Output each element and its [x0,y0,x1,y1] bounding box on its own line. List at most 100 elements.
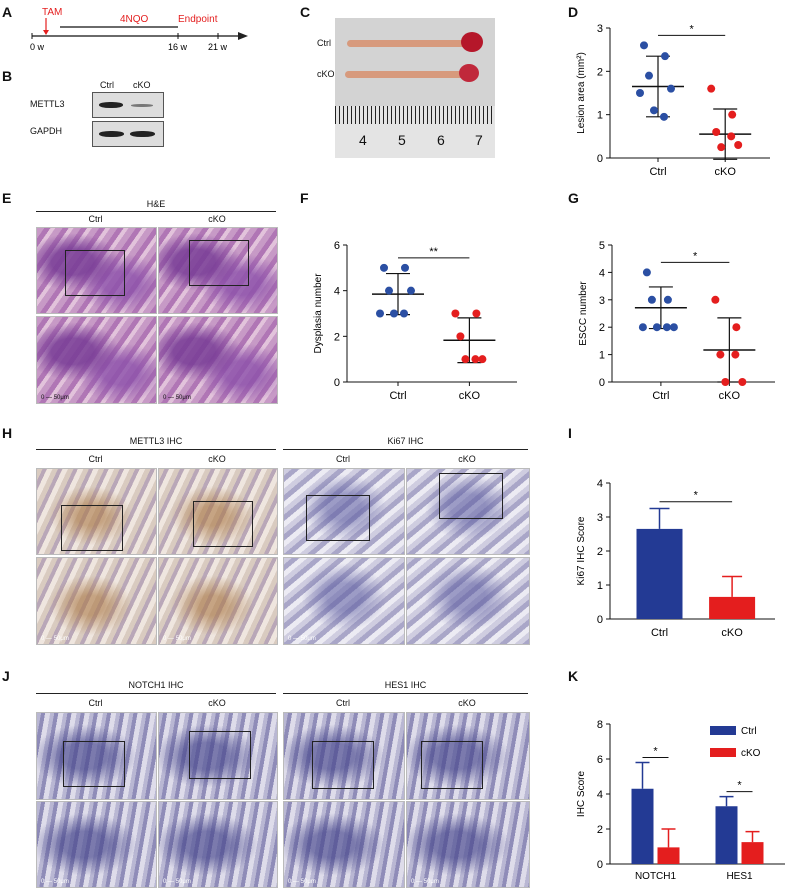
y-tick-label: 2 [597,66,603,78]
t0-label: 0 w [30,42,45,52]
data-point [734,141,743,149]
y-tick-label: 1 [597,110,603,122]
notch1-ctrl-low [36,712,157,800]
ruler: 4 5 6 7 [335,106,495,158]
data-point [647,295,656,304]
data-point [471,355,480,364]
significance-mark: * [694,490,699,502]
y-tick-label: 2 [334,331,340,343]
panel-label-c: C [300,4,311,20]
tam-arrowhead [43,30,49,35]
y-tick-label: 0 [597,859,603,871]
data-point [472,309,481,318]
scale-bar: 0 — 50μm [41,879,69,885]
data-point [478,355,487,364]
y-tick-label: 4 [597,478,603,490]
data-point [662,323,671,332]
x-tick-label: Ctrl [651,627,668,639]
ki67-ctrl-low [283,468,405,555]
data-point [642,268,651,277]
bar [709,596,756,619]
mettl3-cko-low [158,468,278,555]
ruler-ticks [335,106,495,124]
blot-ctrl-label: Ctrl [100,80,114,90]
data-point [663,295,672,304]
y-tick-label: 0 [599,377,605,389]
legend-swatch [710,748,736,757]
panel-label-i: I [568,425,572,441]
he-ctrl-label: Ctrl [88,214,103,224]
data-point [376,309,384,318]
inset-box [421,741,483,789]
panel-label-d: D [568,4,579,20]
data-point [640,41,648,50]
data-point [660,112,668,121]
ki67-cko-low [406,468,530,555]
mettl3-ctrl-low [36,468,157,555]
panel-label-g: G [568,190,579,206]
data-point [667,84,675,93]
band-gapdh-cko [130,131,155,137]
scale-bar: 0 — 50μm [411,879,439,885]
panel-label-f: F [300,190,309,206]
y-tick-label: 3 [599,295,605,307]
ruler-6: 6 [437,132,445,148]
notch1-cko-low [158,712,278,800]
inset-box [306,495,370,541]
data-point [380,263,388,272]
band-mettl3-ctrl [99,102,123,108]
data-point [732,323,741,332]
data-point [728,110,737,119]
hes1-ihc-header: HES1 IHC [384,680,427,690]
data-point [711,295,720,304]
photo-ctrl-label: Ctrl [317,38,331,48]
data-point [716,350,725,359]
band-gapdh-ctrl [99,131,124,137]
stomach-ctrl [461,32,483,52]
mettl3-ctrl-high: 0 — 50μm [36,557,157,645]
y-tick-label: 1 [599,350,605,362]
panel-label-a: A [2,4,13,20]
bar [631,788,654,864]
data-point [727,132,736,141]
j-ctrl-label-1: Ctrl [88,698,103,708]
y-tick-label: 3 [597,512,603,524]
inset-box [312,741,374,789]
data-point [390,309,398,318]
hes1-cko-high: 0 — 50μm [406,801,530,888]
scale-bar: 0 — 50μm [41,636,69,642]
blot-protein1-label: METTL3 [30,99,65,109]
y-tick-label: 8 [597,719,603,731]
h-ctrl-label-2: Ctrl [336,454,350,464]
he-cko-low [158,227,278,314]
y-tick-label: 4 [597,789,603,801]
j-cko-label-1: cKO [208,698,226,708]
inset-box [61,505,123,551]
treatment-label: 4NQO [120,14,149,25]
notch1-cko-high: 0 — 50μm [158,801,278,888]
scale-bar: 0 — 50μm [163,395,191,401]
data-point [738,378,747,386]
data-point [401,263,409,272]
data-point [712,128,721,136]
data-point [400,309,408,318]
y-axis-label: Lesion area (mm²) [576,52,587,134]
panel-label-b: B [2,68,13,84]
data-point [721,378,730,386]
y-tick-label: 2 [597,546,603,558]
y-axis-label: ESCC number [578,281,589,346]
x-tick-label: NOTCH1 [635,871,677,882]
significance-mark: * [693,250,698,262]
x-tick-label: cKO [721,627,743,639]
j-cko-label-2: cKO [458,698,476,708]
panel-label-h: H [2,425,13,441]
panel-label-j: J [2,668,10,684]
data-point [461,355,470,364]
x-tick-label: Ctrl [649,166,666,178]
scale-bar: 0 — 50μm [163,636,191,642]
y-tick-label: 0 [334,377,340,389]
data-point [661,52,669,61]
y-axis-label: Ki67 IHC Score [576,516,587,585]
legend-swatch [710,726,736,735]
he-cko-label: cKO [208,214,226,224]
